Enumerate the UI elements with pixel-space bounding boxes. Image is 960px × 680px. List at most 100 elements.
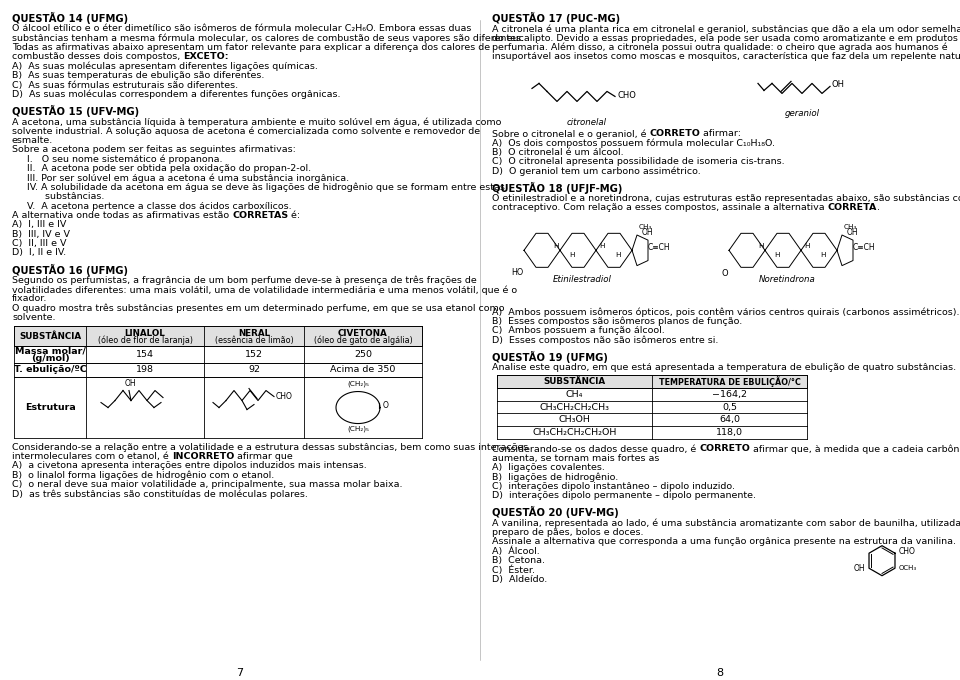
Text: INCORRETO: INCORRETO (172, 452, 234, 461)
Text: (g/mol): (g/mol) (31, 354, 69, 362)
Text: solvente.: solvente. (12, 313, 56, 322)
Text: IV. A solubilidade da acetona em água se deve às ligações de hidrogênio que se f: IV. A solubilidade da acetona em água se… (12, 183, 505, 192)
Text: B)  Esses compostos são isômeros planos de função.: B) Esses compostos são isômeros planos d… (492, 317, 742, 326)
Text: H: H (569, 252, 575, 258)
Text: 0,5: 0,5 (722, 403, 737, 411)
Text: I.   O seu nome sistemático é propanona.: I. O seu nome sistemático é propanona. (12, 154, 223, 164)
Text: D)  Aldeído.: D) Aldeído. (492, 575, 547, 583)
Text: OCH₃: OCH₃ (899, 565, 917, 571)
Text: Segundo os perfumistas, a fragrância de um bom perfume deve-se à presença de trê: Segundo os perfumistas, a fragrância de … (12, 275, 477, 285)
Text: do eucalipto. Devido a essas propriedades, ela pode ser usada como aromatizante : do eucalipto. Devido a essas propriedade… (492, 33, 960, 43)
Text: CORRETA: CORRETA (828, 203, 877, 212)
Text: D)  I, II e IV.: D) I, II e IV. (12, 248, 66, 258)
Text: A citronela é uma planta rica em citronelal e geraniol, substâncias que dão a el: A citronela é uma planta rica em citrone… (492, 24, 960, 34)
Text: C)  Éster.: C) Éster. (492, 565, 535, 575)
Text: substâncias tenham a mesma fórmula molecular, os calores de combustão de seus va: substâncias tenham a mesma fórmula molec… (12, 33, 524, 43)
Text: CIVETONA: CIVETONA (338, 328, 388, 338)
Text: preparo de pães, bolos e doces.: preparo de pães, bolos e doces. (492, 528, 643, 537)
Text: LINALOL: LINALOL (125, 328, 165, 338)
Text: geraniol: geraniol (784, 109, 820, 118)
Text: A)  As suas moléculas apresentam diferentes ligações químicas.: A) As suas moléculas apresentam diferent… (12, 62, 318, 71)
Text: II.  A acetona pode ser obtida pela oxidação do propan-2-ol.: II. A acetona pode ser obtida pela oxida… (12, 164, 311, 173)
Text: A vanilina, representada ao lado, é uma substância aromatizante com sabor de bau: A vanilina, representada ao lado, é uma … (492, 518, 960, 528)
Text: 7: 7 (236, 668, 244, 678)
Text: C)  O citronelal apresenta possibilidade de isomeria cis-trans.: C) O citronelal apresenta possibilidade … (492, 157, 784, 167)
Text: é:: é: (288, 211, 300, 220)
Text: C)  interações dipolo instantâneo – dipolo induzido.: C) interações dipolo instantâneo – dipol… (492, 482, 735, 491)
Text: Sobre a acetona podem ser feitas as seguintes afirmativas:: Sobre a acetona podem ser feitas as segu… (12, 146, 296, 154)
Text: B)  O citronelal é um álcool.: B) O citronelal é um álcool. (492, 148, 624, 157)
Text: A alternativa onde todas as afirmativas estão: A alternativa onde todas as afirmativas … (12, 211, 232, 220)
Text: D)  Esses compostos não são isômeros entre si.: D) Esses compostos não são isômeros entr… (492, 335, 718, 345)
Text: T. ebulição/ºC: T. ebulição/ºC (13, 365, 86, 375)
Text: Todas as afirmativas abaixo apresentam um fator relevante para explicar a difere: Todas as afirmativas abaixo apresentam u… (12, 43, 491, 52)
Text: D)  as três substâncias são constituídas de moléculas polares.: D) as três substâncias são constituídas … (12, 490, 308, 499)
Text: D)  As suas moléculas correspondem a diferentes funções orgânicas.: D) As suas moléculas correspondem a dife… (12, 90, 341, 99)
Text: CH₃: CH₃ (639, 224, 653, 230)
Text: C≡CH: C≡CH (853, 243, 876, 252)
Text: afirmar que, à medida que a cadeia carbônica: afirmar que, à medida que a cadeia carbô… (750, 444, 960, 454)
Text: CH₃CH₂CH₂CH₃: CH₃CH₂CH₂CH₃ (540, 403, 610, 411)
Text: Estrutura: Estrutura (25, 403, 76, 412)
Text: CORRETAS: CORRETAS (232, 211, 288, 220)
Text: CHO: CHO (276, 392, 293, 401)
Text: 64,0: 64,0 (719, 415, 740, 424)
Text: SUBSTÂNCIA: SUBSTÂNCIA (543, 377, 606, 386)
Text: fixador.: fixador. (12, 294, 47, 303)
Text: 198: 198 (136, 365, 154, 375)
Text: QUESTÃO 18 (UFJF-MG): QUESTÃO 18 (UFJF-MG) (492, 182, 622, 194)
Text: B)  ligações de hidrogênio.: B) ligações de hidrogênio. (492, 473, 618, 482)
Text: B)  Cetona.: B) Cetona. (492, 556, 545, 565)
Text: 154: 154 (136, 350, 154, 359)
Text: CH₃OH: CH₃OH (559, 415, 590, 424)
Text: C≡CH: C≡CH (648, 243, 671, 252)
Text: OH: OH (853, 564, 865, 573)
Text: insuportável aos insetos como moscas e mosquitos, característica que faz dela um: insuportável aos insetos como moscas e m… (492, 52, 960, 61)
Text: C)  II, III e V: C) II, III e V (12, 239, 66, 248)
Text: (óleo de flor de laranja): (óleo de flor de laranja) (98, 336, 193, 345)
Text: A)  ligações covalentes.: A) ligações covalentes. (492, 463, 605, 472)
Text: O: O (722, 269, 729, 278)
Text: CH₃CH₂CH₂CH₂OH: CH₃CH₂CH₂CH₂OH (532, 428, 616, 437)
Text: O álcool etílico e o éter dimetílico são isômeros de fórmula molecular C₂H₆O. Em: O álcool etílico e o éter dimetílico são… (12, 24, 471, 33)
Text: volatilidades diferentes: uma mais volátil, uma de volatilidade intermediária e : volatilidades diferentes: uma mais volát… (12, 285, 517, 294)
Text: TEMPERATURA DE EBULIÇÃO/°C: TEMPERATURA DE EBULIÇÃO/°C (659, 376, 801, 387)
Text: QUESTÃO 19 (UFMG): QUESTÃO 19 (UFMG) (492, 350, 608, 362)
Text: D)  O geraniol tem um carbono assimétrico.: D) O geraniol tem um carbono assimétrico… (492, 167, 701, 176)
Text: O: O (383, 401, 389, 410)
Text: B)  As suas temperaturas de ebulição são diferentes.: B) As suas temperaturas de ebulição são … (12, 71, 264, 80)
Text: H: H (615, 252, 621, 258)
Text: citronelal: citronelal (567, 118, 607, 127)
Text: Acima de 350: Acima de 350 (330, 365, 396, 375)
Text: QUESTÃO 16 (UFMG): QUESTÃO 16 (UFMG) (12, 263, 128, 275)
Text: O quadro mostra três substâncias presentes em um determinado perfume, em que se : O quadro mostra três substâncias present… (12, 304, 505, 313)
Text: C)  As suas fórmulas estruturais são diferentes.: C) As suas fórmulas estruturais são dife… (12, 80, 238, 90)
Text: III. Por ser solúvel em água a acetona é uma substância inorgânica.: III. Por ser solúvel em água a acetona é… (12, 173, 349, 183)
Text: 118,0: 118,0 (716, 428, 743, 437)
Text: CH₃: CH₃ (844, 224, 857, 230)
Text: CORRETO: CORRETO (699, 444, 750, 454)
Text: Etinilestradiol: Etinilestradiol (553, 275, 612, 284)
Text: A acetona, uma substância líquida à temperatura ambiente e muito solúvel em água: A acetona, uma substância líquida à temp… (12, 117, 501, 126)
Text: OH: OH (847, 228, 858, 237)
Text: 152: 152 (245, 350, 263, 359)
Text: SUBSTÂNCIA: SUBSTÂNCIA (19, 332, 81, 341)
Text: substâncias.: substâncias. (12, 192, 105, 201)
Text: OH: OH (832, 80, 845, 89)
Text: B)  III, IV e V: B) III, IV e V (12, 230, 70, 239)
Text: H: H (775, 252, 780, 258)
Text: CHO: CHO (899, 547, 916, 556)
Text: afirmar que: afirmar que (234, 452, 293, 461)
Text: H: H (553, 243, 559, 250)
Text: C)  Ambos possuem a função álcool.: C) Ambos possuem a função álcool. (492, 326, 664, 335)
Text: QUESTÃO 17 (PUC-MG): QUESTÃO 17 (PUC-MG) (492, 12, 620, 24)
Text: Analise este quadro, em que está apresentada a temperatura de ebulição de quatro: Analise este quadro, em que está apresen… (492, 362, 956, 372)
Text: OH: OH (642, 228, 654, 237)
Text: D)  interações dipolo permanente – dipolo permanente.: D) interações dipolo permanente – dipolo… (492, 491, 756, 500)
Text: C)  o neral deve sua maior volatilidade a, principalmente, sua massa molar baixa: C) o neral deve sua maior volatilidade a… (12, 480, 402, 490)
Text: EXCETO:: EXCETO: (183, 52, 228, 61)
Text: (óleo de gato de algália): (óleo de gato de algália) (314, 336, 413, 345)
Text: O etinilestradiol e a noretindrona, cujas estruturas estão representadas abaixo,: O etinilestradiol e a noretindrona, cuja… (492, 194, 960, 203)
Text: OH: OH (124, 379, 135, 388)
Text: Massa molar/: Massa molar/ (14, 347, 85, 356)
